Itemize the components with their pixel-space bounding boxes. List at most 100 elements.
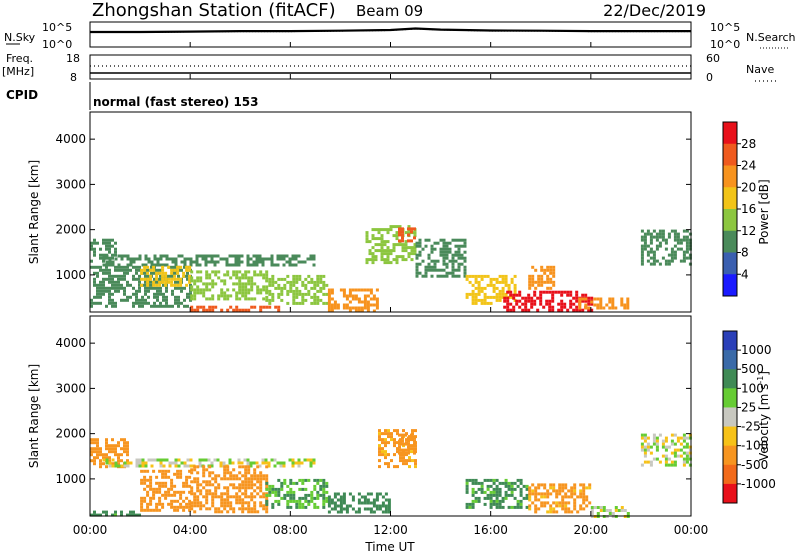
heatmap-cell — [105, 458, 109, 462]
heatmap-cell — [176, 499, 180, 503]
heatmap-cell — [593, 303, 597, 307]
heatmap-cell — [483, 490, 487, 494]
heatmap-cell — [316, 280, 320, 284]
heatmap-cell — [587, 308, 591, 312]
range-tick-label: 1000 — [55, 472, 86, 486]
heatmap-cell — [424, 265, 428, 269]
heatmap-cell — [413, 231, 417, 235]
heatmap-cell — [102, 263, 106, 267]
heatmap-cell — [563, 290, 567, 294]
heatmap-cell — [141, 298, 144, 302]
heatmap-cell — [688, 436, 692, 440]
heatmap-cell — [289, 481, 293, 485]
heatmap-cell — [195, 254, 199, 258]
heatmap-cell — [670, 463, 674, 467]
heatmap-cell — [214, 486, 218, 490]
heatmap-cell — [643, 238, 647, 242]
heatmap-cell — [147, 458, 151, 462]
heatmap-cell — [171, 257, 175, 261]
heatmap-cell — [256, 288, 260, 292]
heatmap-cell — [135, 464, 139, 468]
heatmap-cell — [351, 507, 355, 511]
heatmap-cell — [599, 506, 603, 509]
heatmap-cell — [155, 481, 159, 485]
heatmap-cell — [640, 436, 644, 440]
heatmap-cell — [210, 461, 214, 465]
heatmap-cell — [386, 258, 390, 262]
heatmap-cell — [451, 274, 455, 278]
heatmap-cell — [564, 510, 568, 514]
heatmap-cell — [620, 303, 624, 307]
heatmap-cell — [528, 274, 532, 278]
heatmap-cell — [495, 298, 499, 302]
heatmap-cell — [268, 289, 272, 293]
heatmap-cell — [288, 263, 292, 267]
heatmap-cell — [384, 438, 387, 442]
heatmap-cell — [501, 277, 505, 281]
heatmap-cell — [217, 297, 221, 301]
heatmap-cell — [327, 288, 331, 292]
heatmap-cell — [156, 298, 159, 302]
heatmap-cell — [316, 505, 320, 509]
heatmap-cell — [240, 260, 244, 264]
heatmap-cell — [298, 502, 302, 506]
heatmap-cell — [530, 296, 534, 300]
heatmap-cell — [117, 254, 121, 258]
heatmap-cell — [664, 448, 668, 452]
heatmap-cell — [132, 301, 135, 305]
heatmap-cell — [173, 268, 177, 272]
heatmap-cell — [213, 458, 217, 462]
heatmap-cell — [173, 484, 177, 488]
heatmap-cell — [297, 458, 301, 462]
heatmap-cell — [274, 280, 278, 284]
heatmap-cell — [250, 477, 254, 481]
heatmap-cell — [366, 507, 370, 511]
heatmap-cell — [256, 465, 260, 469]
heatmap-cell — [199, 489, 203, 493]
heatmap-cell — [357, 501, 361, 505]
heatmap-cell — [682, 235, 686, 239]
heatmap-cell — [162, 292, 165, 296]
heatmap-cell — [238, 465, 242, 469]
heatmap-cell — [546, 280, 550, 284]
heatmap-cell — [147, 257, 151, 261]
heatmap-cell — [540, 492, 544, 496]
heatmap-cell — [401, 258, 405, 262]
heatmap-cell — [144, 298, 147, 302]
heatmap-cell — [241, 498, 245, 502]
heatmap-cell — [223, 486, 227, 490]
heatmap-cell — [153, 271, 156, 275]
heatmap-cell — [146, 469, 150, 473]
heatmap-cell — [596, 303, 600, 307]
heatmap-cell — [226, 504, 230, 508]
heatmap-cell — [424, 238, 428, 242]
heatmap-cell — [180, 268, 183, 272]
heatmap-cell — [546, 489, 550, 493]
heatmap-cell — [327, 300, 331, 304]
heatmap-cell — [643, 241, 647, 245]
heatmap-cell — [378, 438, 381, 442]
heatmap-cell — [457, 250, 461, 254]
heatmap-cell — [304, 286, 308, 290]
heatmap-cell — [465, 277, 469, 281]
heatmap-cell — [141, 301, 144, 305]
heatmap-cell — [465, 484, 469, 488]
heatmap-cell — [135, 301, 138, 305]
heatmap-cell — [486, 484, 490, 488]
heatmap-cell — [465, 490, 469, 494]
heatmap-cell — [578, 300, 582, 304]
heatmap-cell — [253, 305, 257, 309]
heatmap-cell — [202, 474, 206, 478]
heatmap-cell — [679, 442, 683, 446]
heatmap-cell — [252, 254, 256, 258]
heatmap-cell — [204, 458, 208, 462]
heatmap-cell — [152, 493, 156, 497]
heatmap-cell — [188, 502, 192, 506]
heatmap-cell — [120, 447, 123, 451]
heatmap-cell — [120, 513, 123, 517]
heatmap-cell — [375, 297, 379, 301]
heatmap-cell — [552, 507, 556, 511]
heatmap-cell — [108, 298, 111, 302]
heatmap-cell — [190, 501, 194, 505]
